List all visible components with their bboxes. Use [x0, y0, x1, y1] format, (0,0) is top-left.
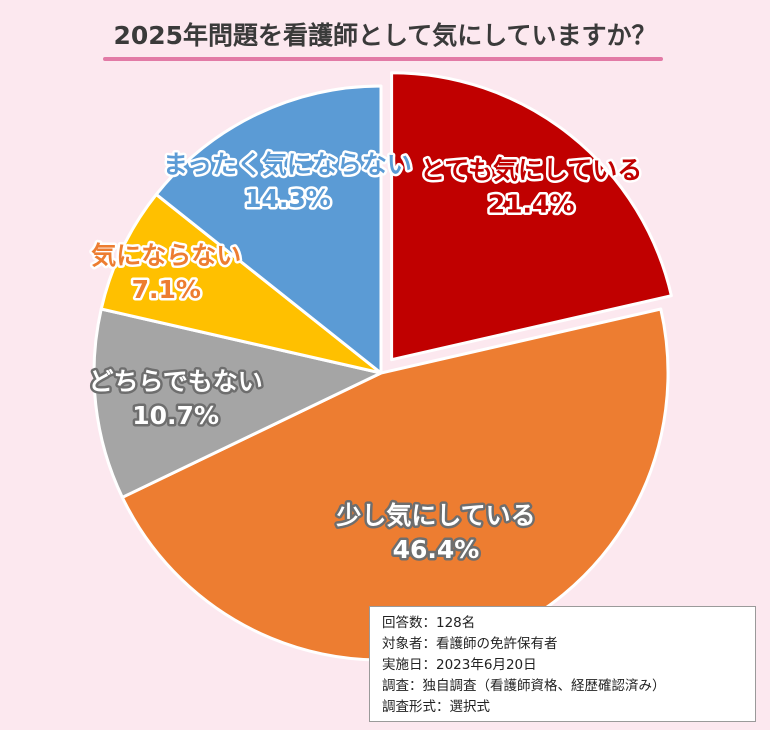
slice-label: とても気にしている [420, 156, 642, 185]
title-underline [103, 57, 663, 61]
pie-slice [99, 192, 383, 375]
slice-label: どちらでもない [89, 367, 263, 396]
note-format: 調査形式：選択式 [382, 699, 490, 715]
slice-label: まったく気にならない [163, 150, 412, 179]
slice-label: 気にならない [91, 241, 241, 270]
pie-slice [154, 84, 383, 375]
slice-label: 少し気にしている [335, 501, 535, 530]
survey-notes-box: 回答数：128名 対象者：看護師の免許保有者 実施日：2023年6月20日 調査… [369, 606, 756, 722]
slice-value-label: 10.7% [132, 401, 219, 430]
pie-slices [92, 71, 673, 662]
slice-value-label: 21.4% [488, 190, 575, 219]
pie-slice [92, 307, 383, 499]
note-responses: 回答数：128名 [382, 615, 476, 631]
pie-labels: とても気にしている 21.4% 少し気にしている 46.4% どちらでもない 10.7% 気… [86, 148, 645, 567]
chart-title: 2025年問題を看護師として気にしていますか？ [113, 21, 657, 50]
slice-value-label: 7.1% [132, 275, 201, 304]
note-target: 対象者：看護師の免許保有者 [382, 636, 558, 652]
slice-value-label: 14.3% [244, 184, 331, 213]
slice-value-label: 46.4% [393, 535, 480, 564]
note-survey: 調査：独自調査（看護師資格、経歴確認済み） [382, 678, 666, 694]
note-date: 実施日：2023年6月20日 [382, 657, 537, 673]
pie-slice [390, 71, 673, 362]
